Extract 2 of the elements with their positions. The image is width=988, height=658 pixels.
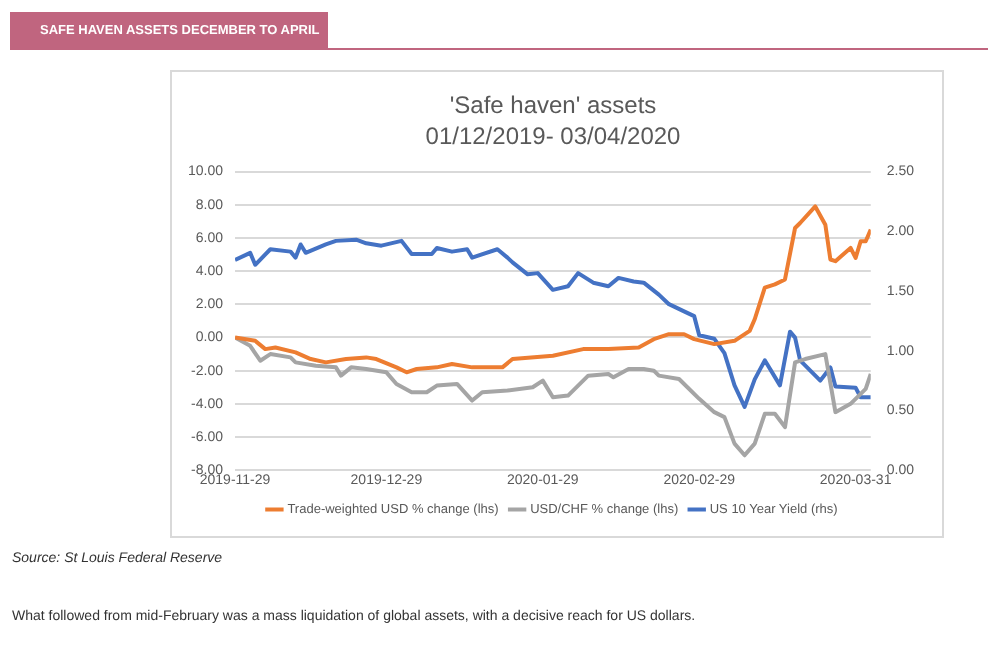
chart-title: 'Safe haven' assets — [449, 91, 657, 120]
chart-subtitle: 01/12/2019- 03/04/2020 — [425, 121, 682, 150]
